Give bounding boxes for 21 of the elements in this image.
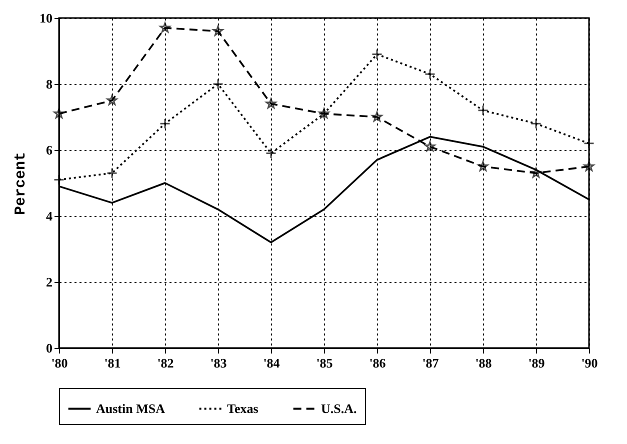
x-tick-label: '83 — [210, 356, 228, 370]
y-tick-label: 4 — [46, 208, 53, 224]
legend-label: Texas — [227, 400, 258, 416]
y-tick-label: 8 — [46, 76, 53, 92]
x-tick-label: '86 — [369, 356, 386, 370]
x-tick-label: '89 — [528, 356, 546, 370]
x-tick-label: '90 — [581, 356, 598, 370]
legend-label: U.S.A. — [321, 400, 357, 416]
y-tick-label: 0 — [46, 340, 52, 356]
x-tick-label: '82 — [157, 356, 174, 370]
x-tick-label: '87 — [422, 356, 440, 370]
x-tick-label: '81 — [104, 356, 121, 370]
x-tick-label: '84 — [263, 356, 280, 370]
x-tick-label: '85 — [316, 356, 334, 370]
y-axis-title: Percent — [12, 152, 30, 216]
legend-label: Austin MSA — [96, 400, 166, 416]
y-tick-label: 6 — [46, 142, 53, 158]
x-tick-label: '80 — [51, 356, 68, 370]
y-tick-label: 10 — [40, 10, 52, 26]
x-tick-label: '88 — [475, 356, 492, 370]
y-tick-label: 2 — [46, 274, 52, 290]
